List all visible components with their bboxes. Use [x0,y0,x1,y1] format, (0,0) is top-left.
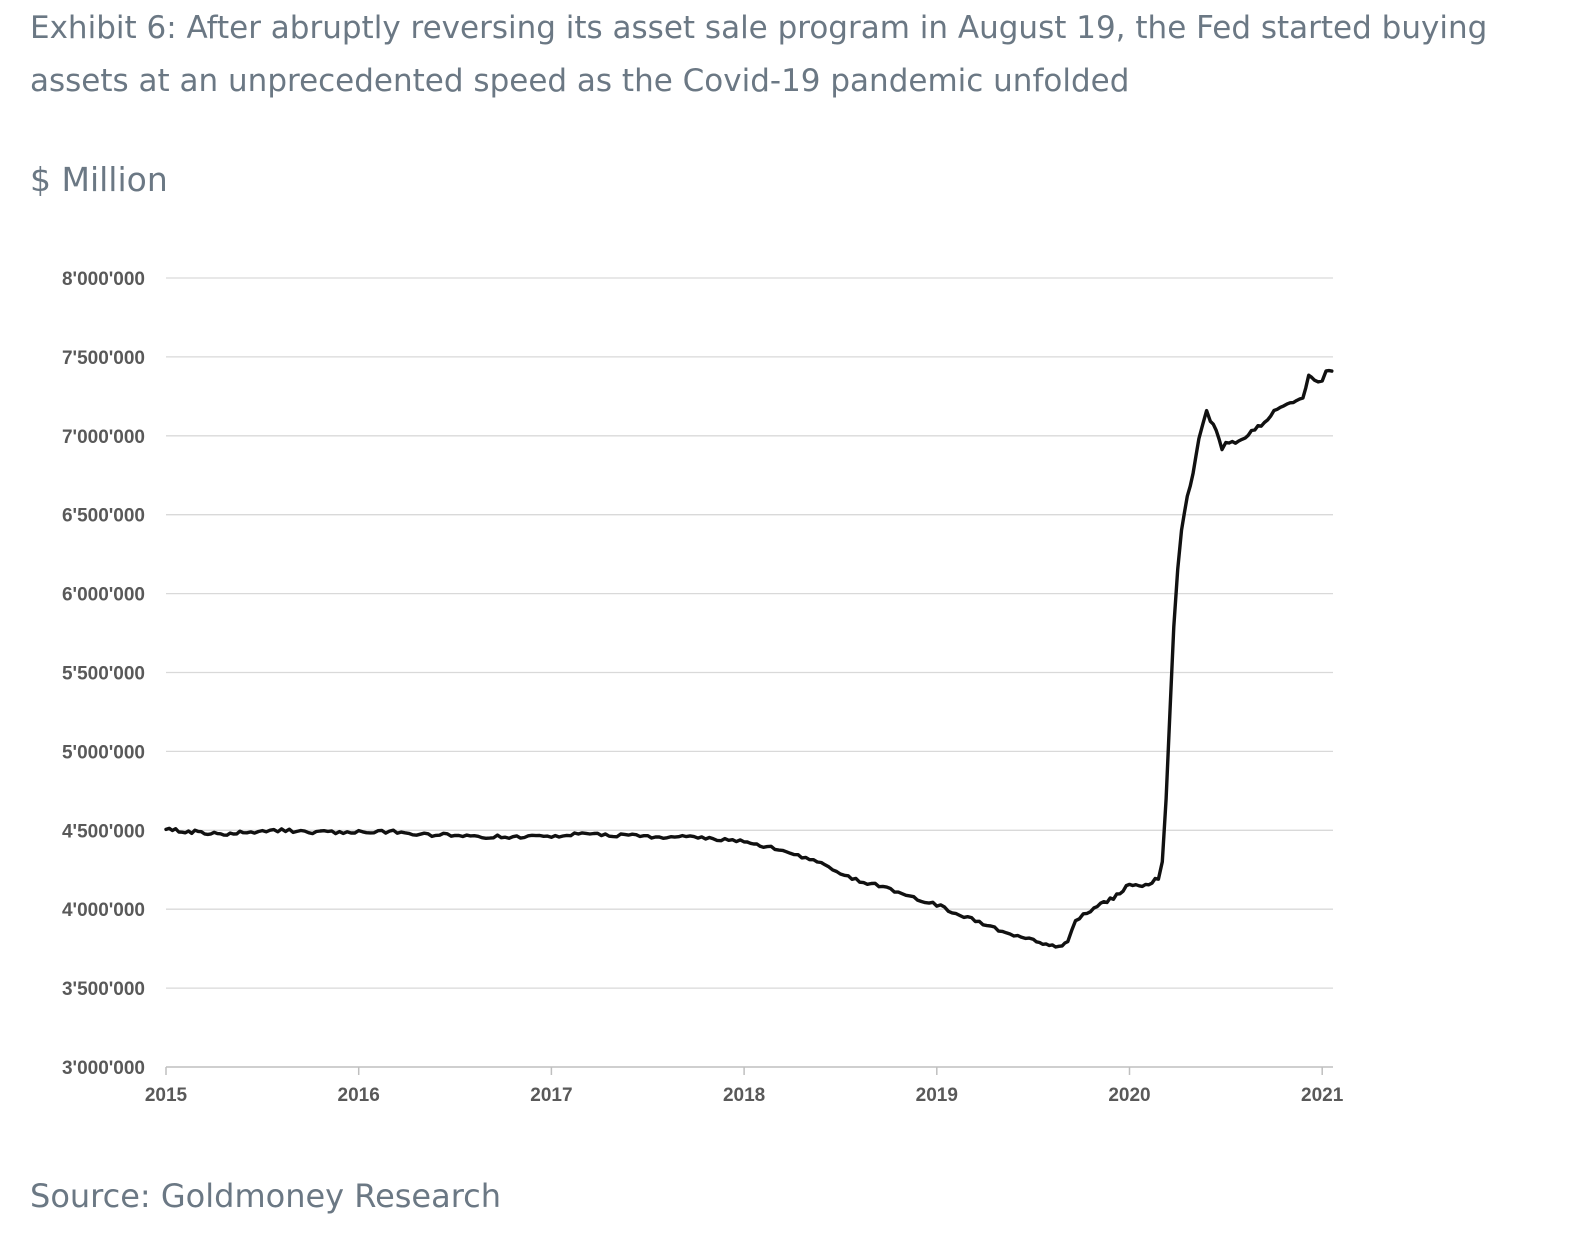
grid-lines [166,277,1333,989]
unit-label: $ Million [30,160,168,199]
y-tick-label: 4'500'000 [62,821,145,842]
y-tick-label: 7'500'000 [62,348,145,369]
x-tick-label: 2020 [1108,1085,1150,1106]
y-tick-label: 4'000'000 [62,900,145,921]
series-layer [164,368,1334,949]
x-tick-label: 2018 [723,1085,765,1106]
y-tick-label: 8'000'000 [62,269,145,290]
source-label: Source: Goldmoney Research [30,1177,502,1215]
x-tick-label: 2017 [530,1085,572,1106]
y-tick-label: 6'000'000 [62,585,145,606]
y-tick-label: 5'000'000 [62,742,145,763]
y-tick-label: 5'500'000 [62,664,145,685]
x-tick-label: 2015 [145,1085,188,1106]
y-tick-labels: 3'000'000 3'500'000 4'000'000 4'500'000 5'00… [62,269,145,1079]
x-tick-label: 2021 [1301,1085,1344,1106]
y-tick-label: 6'500'000 [62,506,145,527]
y-tick-label: 3'000'000 [62,1058,145,1079]
x-axis: 2015 2016 2017 2018 2019 2020 2021 [145,1066,1344,1106]
y-tick-label: 7'000'000 [62,427,145,448]
exhibit-title: Exhibit 6: After abruptly reversing its … [30,10,1488,99]
series-line-0 [164,368,1334,949]
y-tick-label: 3'500'000 [62,979,145,1000]
x-tick-label: 2016 [338,1085,380,1106]
x-tick-label: 2019 [916,1085,958,1106]
